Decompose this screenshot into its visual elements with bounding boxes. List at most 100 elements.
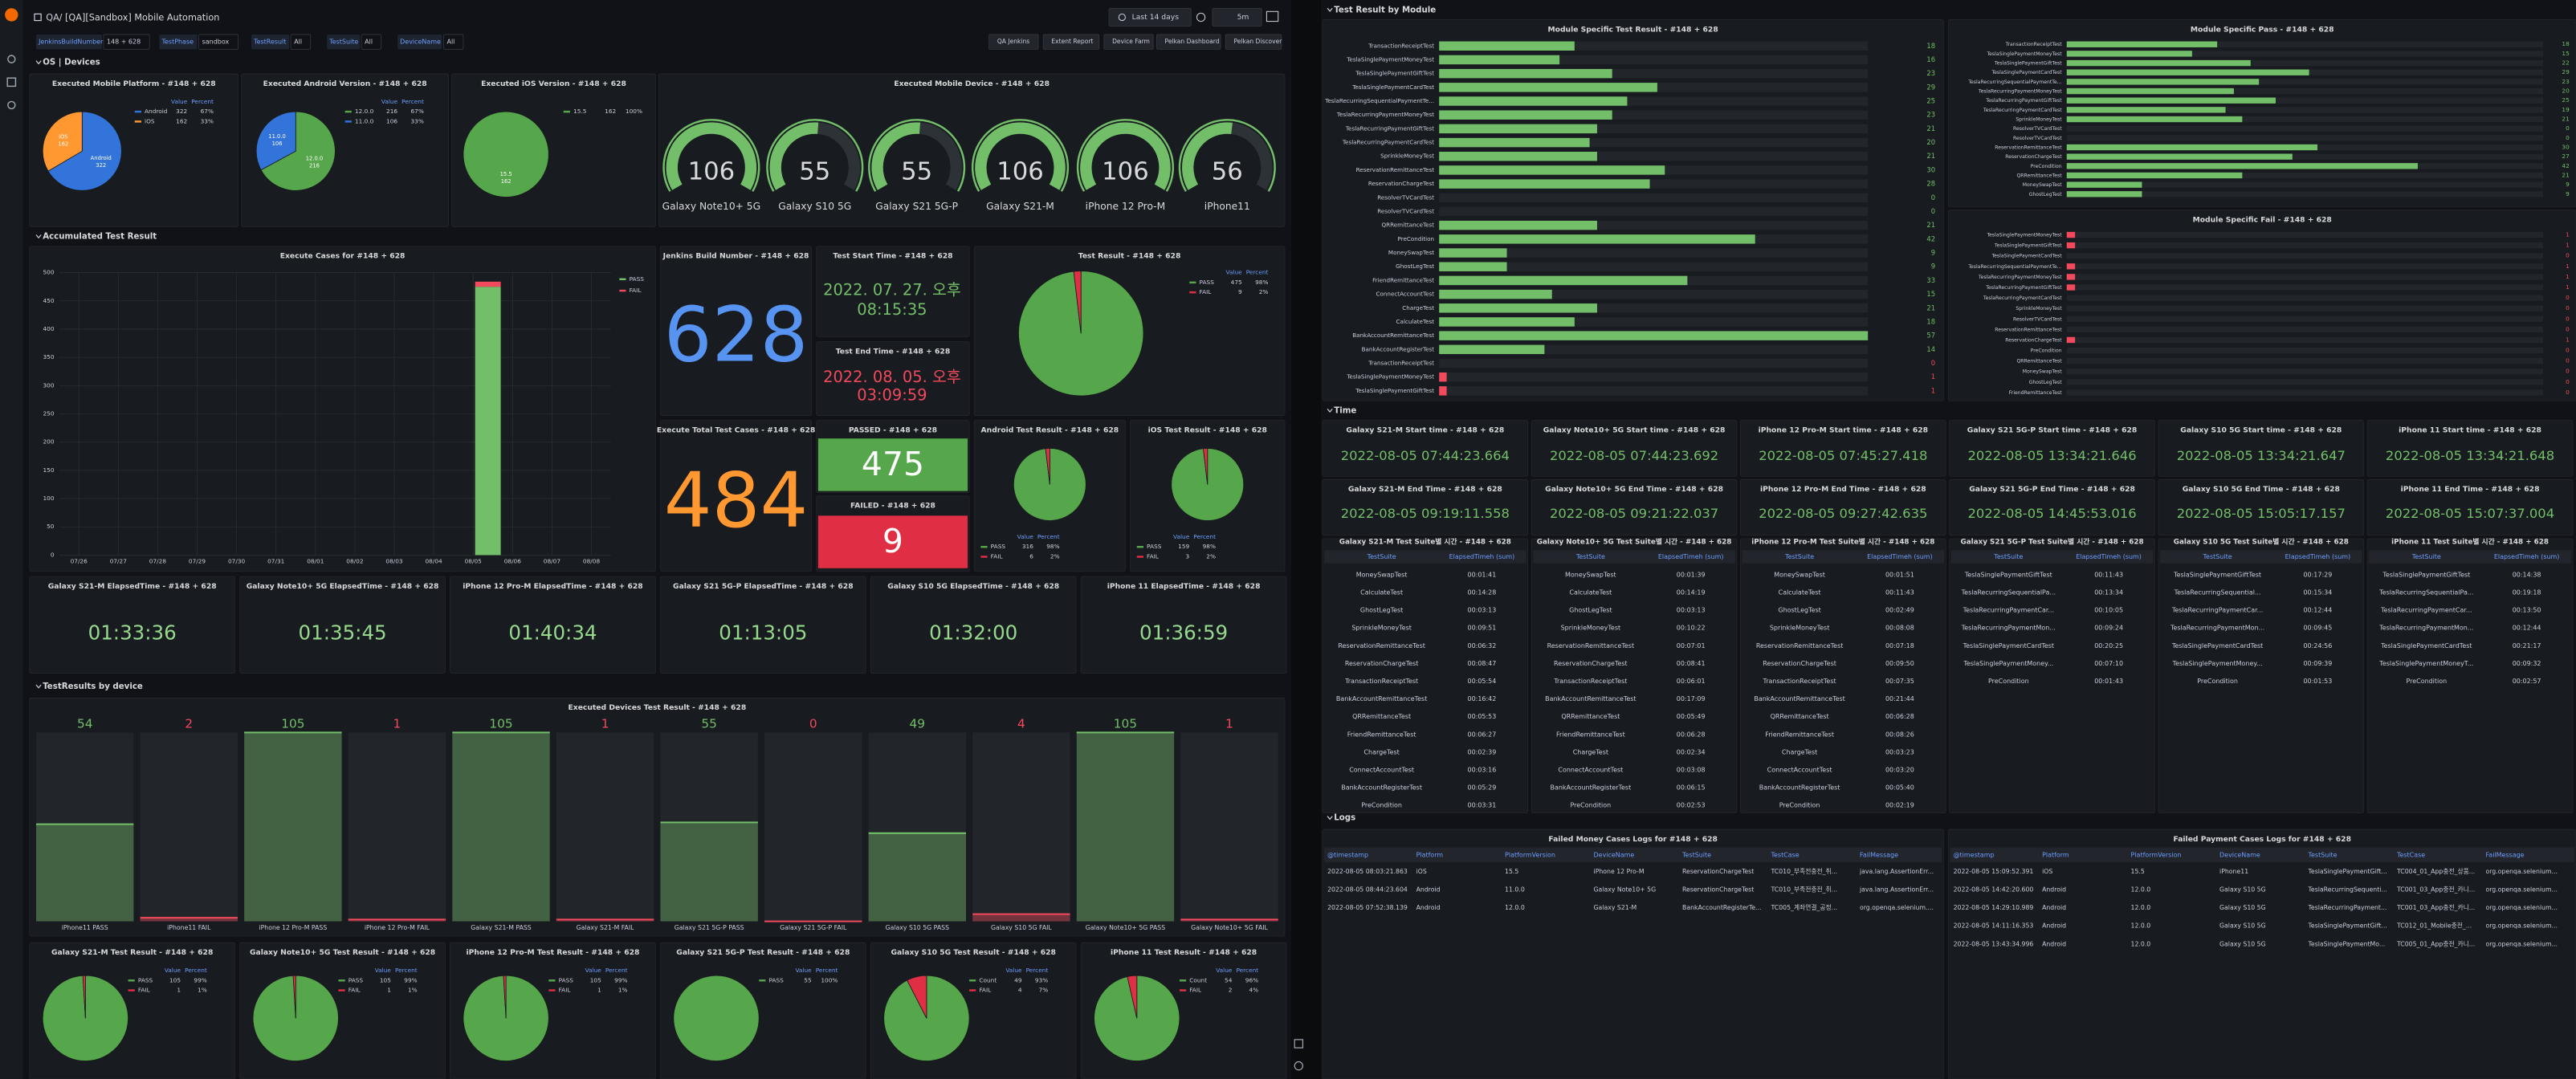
bar-gauge-fill: [36, 824, 134, 922]
table-header-cell[interactable]: DeviceName: [1594, 851, 1635, 858]
dashboards-icon[interactable]: [6, 77, 17, 88]
pie-slice: [42, 111, 83, 172]
pie-slice: [673, 975, 760, 1061]
row-title[interactable]: OS | Devices: [43, 59, 100, 67]
signin-icon[interactable]: [1294, 1039, 1304, 1048]
bar-track: [1439, 386, 1869, 396]
variable-label: JenkinsBuildNumber: [38, 39, 104, 46]
table-header-cell: ElapsedTimeh (sum): [1658, 553, 1724, 560]
pie-slice: [1073, 271, 1082, 334]
variable-select[interactable]: [361, 34, 382, 50]
table-header-cell[interactable]: TestSuite: [2308, 851, 2338, 858]
row-title[interactable]: TestResults by device: [43, 682, 143, 691]
bar-value: 18: [2562, 40, 2570, 47]
panel: [816, 246, 970, 337]
legend-header: Percent: [191, 98, 214, 105]
x-tick-label: 08/02: [346, 558, 363, 565]
grafana-logo[interactable]: [5, 8, 18, 22]
table-header-cell[interactable]: PlatformVersion: [1505, 851, 1555, 858]
dashboard-link[interactable]: [1156, 34, 1221, 50]
row-title[interactable]: Accumulated Test Result: [43, 233, 157, 242]
row-title[interactable]: Test Result by Module: [1334, 6, 1436, 14]
bar-track: [2066, 135, 2544, 141]
row-chevron[interactable]: [35, 684, 42, 689]
link-text[interactable]: QA Jenkins: [997, 38, 1029, 45]
bar-label: TeslaSinglePaymentGiftTest: [1994, 243, 2062, 249]
dashboard-link[interactable]: [1042, 34, 1100, 50]
bar-value: 29: [2562, 68, 2570, 75]
legend-name: PASS: [138, 976, 153, 983]
bar-gauge-fill: [1439, 386, 1447, 396]
legend-name: Count: [1189, 976, 1207, 983]
variable-select[interactable]: [103, 34, 150, 50]
link-text[interactable]: Device Farm: [1112, 38, 1150, 45]
link-text[interactable]: Extent Report: [1051, 38, 1093, 45]
bar-gauge-fill: [1439, 344, 1545, 355]
clock-icon: [1118, 13, 1126, 22]
legend-name: FAIL: [138, 987, 151, 994]
panel: [1949, 420, 2155, 477]
elapsed-value: 01:36:59: [1139, 621, 1228, 645]
dashboard-link[interactable]: [988, 34, 1039, 50]
table-header-cell[interactable]: TestCase: [1771, 851, 1800, 858]
variable-value[interactable]: All: [446, 39, 454, 46]
variable-select[interactable]: [198, 34, 239, 50]
alerting-icon[interactable]: [7, 100, 16, 110]
table-cell: java.lang.AssertionErr...: [1859, 868, 1934, 875]
table-header-cell[interactable]: TestCase: [2396, 851, 2425, 858]
row-chevron[interactable]: [35, 60, 42, 65]
variable-value[interactable]: 148 + 628: [107, 39, 141, 46]
variable-select[interactable]: [442, 34, 464, 50]
table-cell: 00:09:45: [2303, 625, 2332, 632]
slice-label: 11.0.0: [268, 133, 285, 140]
gauge-threshold: [1178, 119, 1276, 192]
legend-name: PASS: [768, 976, 784, 983]
dashboard-link[interactable]: [1103, 34, 1154, 50]
variable-value[interactable]: sandbox: [202, 39, 230, 46]
tv-mode-icon[interactable]: [1266, 10, 1279, 22]
table-header-cell[interactable]: PlatformVersion: [2131, 851, 2182, 858]
table-header-cell[interactable]: FailMessage: [2485, 851, 2524, 858]
row-chevron[interactable]: [1327, 816, 1333, 820]
link-text[interactable]: Pelkan Discover: [1233, 38, 1282, 45]
table-cell: TC001_03_App충전_카니...: [2396, 886, 2475, 894]
variable-value[interactable]: All: [294, 39, 302, 46]
row-chevron[interactable]: [35, 234, 42, 239]
bar-gauge-fill: [2066, 163, 2418, 169]
row-title[interactable]: Logs: [1334, 814, 1355, 823]
gauge-arc: [975, 122, 1066, 190]
refresh-picker[interactable]: [1212, 7, 1262, 27]
table-header-cell[interactable]: Platform: [1416, 851, 1444, 858]
table-cell: 00:06:27: [1468, 731, 1497, 738]
bar-value: 0: [1931, 193, 1935, 202]
zoom-out-icon[interactable]: [1196, 12, 1206, 22]
table-cell: 00:02:57: [2513, 678, 2541, 685]
row-chevron[interactable]: [1327, 408, 1333, 413]
link-text[interactable]: Pelkan Dashboard: [1165, 38, 1220, 45]
dashboard-title: / [QA][Sandbox] Mobile Automation: [59, 13, 220, 23]
table-header-cell[interactable]: @timestamp: [1327, 851, 1368, 858]
legend-percent: 100%: [821, 976, 838, 983]
variable-select[interactable]: [290, 34, 312, 50]
breadcrumb[interactable]: QA: [46, 13, 59, 23]
table-header-cell[interactable]: DeviceName: [2219, 851, 2260, 858]
help-icon[interactable]: [1294, 1061, 1304, 1071]
dashboard-link[interactable]: [1225, 34, 1282, 50]
row-title[interactable]: Time: [1334, 406, 1356, 415]
search-icon[interactable]: [7, 55, 16, 63]
legend-value: 49: [1014, 976, 1022, 983]
table-header-cell[interactable]: Platform: [2042, 851, 2069, 858]
variable-value[interactable]: All: [365, 39, 373, 46]
bar-track: [1439, 193, 1869, 203]
time-picker[interactable]: [1108, 7, 1192, 27]
table-header-cell[interactable]: TestSuite: [1681, 851, 1711, 858]
table-header-cell[interactable]: FailMessage: [1860, 851, 1898, 858]
table-header-cell[interactable]: @timestamp: [1954, 851, 1995, 858]
bar-gauge-fill: [2066, 274, 2076, 280]
table-cell: SprinkleMoneyTest: [1351, 625, 1412, 632]
bar-label: TeslaRecurringPaymentGiftTest: [1345, 124, 1434, 132]
table-cell: 00:12:44: [2303, 607, 2332, 614]
table-cell: PreCondition: [1779, 802, 1820, 809]
row-chevron[interactable]: [1327, 7, 1333, 12]
table-cell: TC001_03_App충전_카니...: [2396, 903, 2475, 911]
